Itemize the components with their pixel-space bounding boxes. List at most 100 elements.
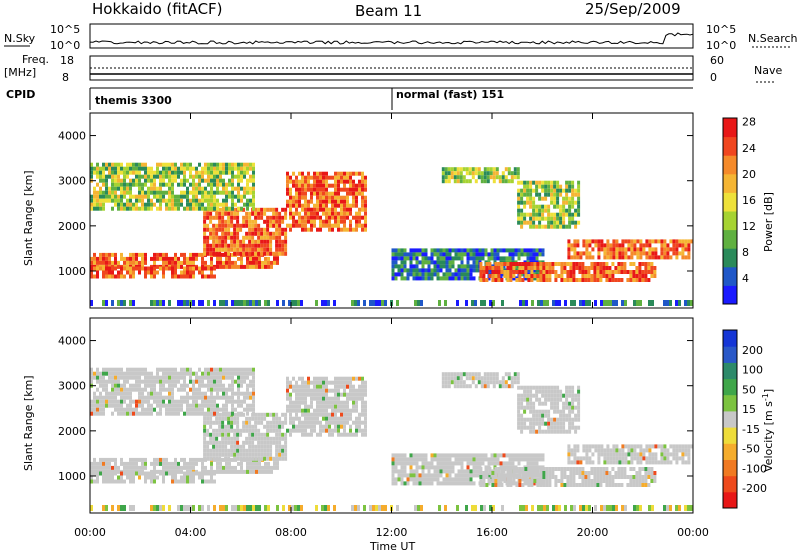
power-cell (224, 232, 227, 236)
velocity-cell (281, 453, 284, 457)
velocity-cell (251, 437, 254, 441)
velocity-cell (168, 462, 171, 466)
velocity-cell (523, 398, 526, 402)
power-cell (117, 199, 120, 203)
power-cell (114, 163, 117, 167)
power-cell (255, 261, 258, 265)
power-cell (108, 199, 111, 203)
velocity-cell (518, 453, 521, 457)
velocity-cell (249, 396, 252, 400)
power-cell (488, 256, 491, 260)
power-cell (221, 240, 224, 244)
velocity-cell (292, 425, 295, 429)
velocity-cell (156, 372, 159, 376)
power-cell (675, 300, 678, 306)
power-cell (343, 228, 346, 232)
power-cell (269, 252, 272, 256)
power-cell (231, 191, 234, 195)
power-cell (532, 221, 535, 225)
velocity-cell (245, 417, 248, 421)
power-cell (105, 267, 108, 271)
velocity-cell (111, 412, 114, 416)
power-cell (301, 180, 304, 184)
power-cell (647, 270, 650, 274)
power-cell (195, 199, 198, 203)
power-cell (419, 260, 422, 264)
power-cell (458, 268, 461, 272)
velocity-cell (281, 457, 284, 461)
velocity-cell (358, 425, 361, 429)
velocity-cell (204, 368, 207, 372)
velocity-cell (248, 441, 251, 445)
velocity-cell (612, 444, 615, 448)
velocity-cell (246, 392, 249, 396)
noise-search-label: N.Search (748, 32, 798, 45)
velocity-cell (523, 390, 526, 394)
velocity-cell (458, 477, 461, 481)
power-cell (126, 183, 129, 187)
power-cell (334, 172, 337, 176)
power-cell (111, 163, 114, 167)
velocity-cell (536, 479, 539, 483)
velocity-cell (328, 433, 331, 437)
power-cell (150, 183, 153, 187)
velocity-cell (252, 412, 255, 416)
velocity-cell (431, 481, 434, 485)
power-cell (236, 228, 239, 232)
velocity-cell (222, 470, 225, 474)
velocity-cell (512, 461, 515, 465)
power-cell (524, 266, 527, 270)
velocity-cell (162, 404, 165, 408)
velocity-cell (117, 392, 120, 396)
power-cell (114, 183, 117, 187)
power-cell (407, 272, 410, 276)
power-cell (141, 187, 144, 191)
power-cell (183, 261, 186, 265)
velocity-cell (212, 429, 215, 433)
freq-label-1: Freq. (22, 53, 49, 66)
velocity-cell (553, 386, 556, 390)
velocity-cell (410, 469, 413, 473)
power-cell (340, 180, 343, 184)
velocity-cell (269, 441, 272, 445)
velocity-cell (431, 477, 434, 481)
power-cell (240, 167, 243, 171)
power-cell (620, 266, 623, 270)
velocity-cell (233, 441, 236, 445)
velocity-cell (234, 466, 237, 470)
velocity-cell (446, 481, 449, 485)
velocity-cell (681, 448, 684, 452)
power-cell (512, 266, 515, 270)
velocity-cell (542, 475, 545, 479)
velocity-cell (506, 453, 509, 457)
velocity-cell (642, 448, 645, 452)
power-cell (343, 200, 346, 204)
power-cell (301, 184, 304, 188)
power-cell (132, 271, 135, 275)
power-cell (123, 191, 126, 195)
power-cell (180, 261, 183, 265)
power-cell (123, 183, 126, 187)
power-cell (454, 175, 457, 179)
power-cell (129, 253, 132, 257)
power-cell (612, 255, 615, 259)
velocity-cell (553, 390, 556, 394)
velocity-cell (500, 467, 503, 471)
power-cell (526, 201, 529, 205)
power-cell (96, 275, 99, 279)
power-cell (240, 195, 243, 199)
velocity-cell (355, 401, 358, 405)
power-cell (553, 205, 556, 209)
velocity-cell (207, 368, 210, 372)
power-cell (357, 300, 360, 306)
power-cell (174, 267, 177, 271)
velocity-cell (207, 412, 210, 416)
power-cell (210, 271, 213, 275)
power-cell (123, 300, 126, 306)
velocity-cell (443, 469, 446, 473)
power-cell (325, 212, 328, 216)
power-cell (204, 275, 207, 279)
power-cell (284, 244, 287, 248)
velocity-cell (599, 475, 602, 479)
velocity-cell (576, 456, 579, 460)
